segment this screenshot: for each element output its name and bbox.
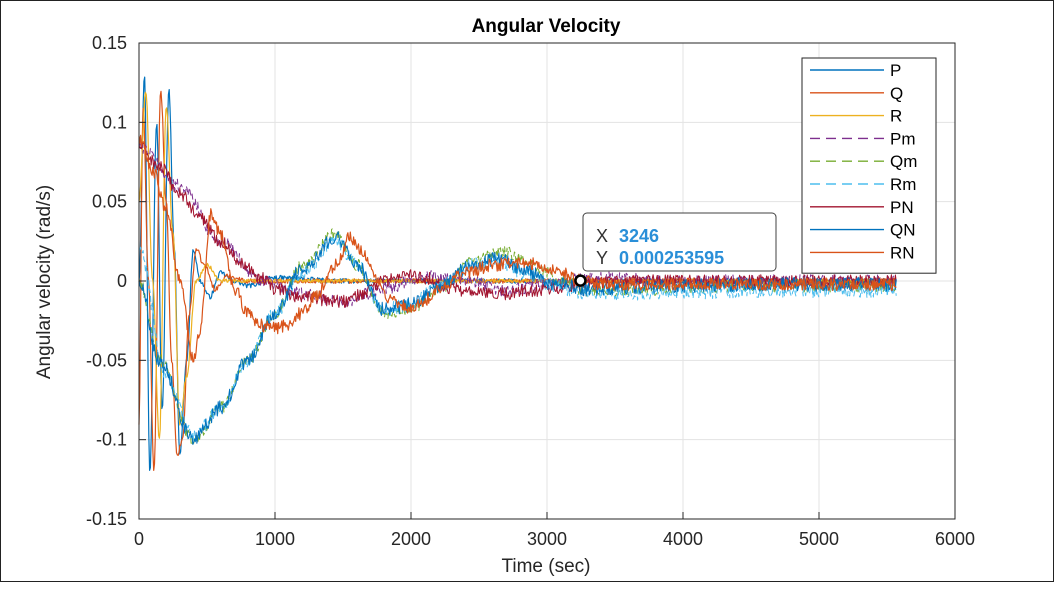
x-tick-label: 0 — [134, 529, 144, 549]
x-tick-label: 3000 — [527, 529, 567, 549]
legend-label-q: Q — [890, 84, 903, 103]
legend-label-qm: Qm — [890, 152, 917, 171]
data-tip-y-value: 0.000253595 — [619, 248, 724, 268]
legend-box — [801, 57, 937, 274]
x-tick-label: 6000 — [935, 529, 975, 549]
y-tick-label: -0.15 — [86, 509, 127, 529]
x-axis-label: Time (sec) — [501, 556, 590, 577]
series-line-qm[interactable] — [138, 228, 897, 446]
y-tick-label: 0.15 — [92, 33, 127, 53]
series-line-pn[interactable] — [138, 142, 897, 308]
data-tip-marker[interactable] — [574, 274, 587, 287]
legend[interactable]: PQR Pm Qm Rm PN QN RN — [801, 57, 937, 274]
legend-label-r: R — [890, 107, 902, 126]
data-tip[interactable]: X 3246 Y 0.000253595 — [574, 212, 777, 287]
y-tick-label: 0.05 — [92, 192, 127, 212]
legend-label-rm: Rm — [890, 175, 916, 194]
y-axis-ticks: -0.15 -0.1 -0.05 0 0.05 0.1 0.15 — [86, 33, 146, 529]
y-tick-label: 0.1 — [102, 112, 127, 132]
x-tick-label: 4000 — [663, 529, 703, 549]
chart-title: Angular Velocity — [472, 16, 621, 37]
y-tick-label: -0.05 — [86, 350, 127, 370]
data-tip-x-value: 3246 — [619, 226, 659, 246]
data-tip-x-label: X — [596, 226, 608, 246]
legend-label-qn: QN — [890, 221, 916, 240]
plot-lines — [138, 76, 897, 471]
series-line-rn[interactable] — [138, 134, 897, 363]
x-axis-ticks: 0 1000 2000 3000 4000 5000 6000 — [134, 512, 975, 549]
data-tip-y-label: Y — [596, 248, 608, 268]
y-axis-label: Angular velocity (rad/s) — [34, 185, 55, 379]
x-tick-label: 5000 — [799, 529, 839, 549]
legend-label-pm: Pm — [890, 129, 916, 148]
series-line-pm[interactable] — [138, 140, 897, 308]
y-tick-label: 0 — [117, 271, 127, 291]
legend-label-rn: RN — [890, 243, 915, 262]
legend-label-pn: PN — [890, 198, 914, 217]
x-tick-label: 2000 — [391, 529, 431, 549]
y-tick-label: -0.1 — [96, 430, 127, 450]
x-tick-label: 1000 — [255, 529, 295, 549]
legend-label-p: P — [890, 61, 901, 80]
data-tip-box — [582, 212, 777, 272]
